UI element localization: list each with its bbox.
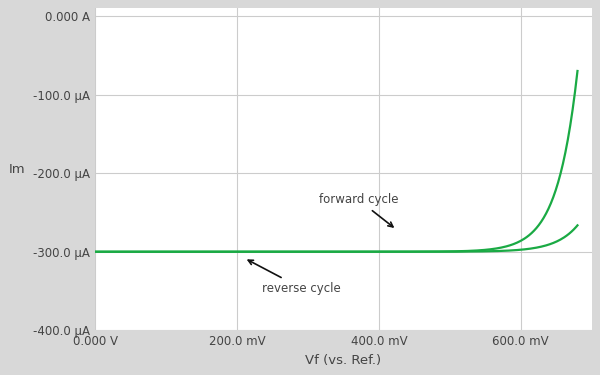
Text: forward cycle: forward cycle	[319, 193, 398, 227]
X-axis label: Vf (vs. Ref.): Vf (vs. Ref.)	[305, 354, 382, 367]
Text: reverse cycle: reverse cycle	[248, 260, 341, 295]
Y-axis label: Im: Im	[8, 163, 25, 176]
